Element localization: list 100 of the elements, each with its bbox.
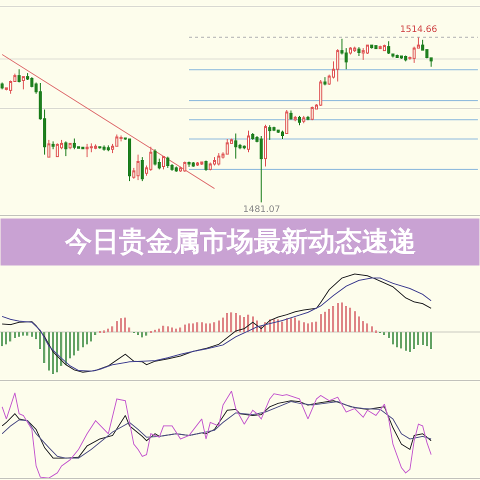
candlestick — [192, 162, 195, 168]
bar — [375, 330, 377, 333]
bar — [311, 322, 313, 332]
bar — [22, 332, 24, 336]
bar — [307, 323, 309, 332]
candlestick — [196, 162, 200, 166]
bar — [9, 332, 12, 342]
bar — [239, 315, 241, 332]
bar — [235, 312, 237, 332]
candlestick — [404, 54, 408, 62]
candlestick — [102, 144, 106, 152]
candlestick — [52, 140, 55, 150]
candlestick — [226, 138, 229, 156]
bar — [332, 306, 334, 332]
bar — [69, 332, 71, 358]
bar — [328, 308, 330, 332]
bar — [324, 312, 326, 332]
bar — [171, 327, 173, 332]
bar — [405, 332, 407, 351]
candlestick — [47, 139, 50, 158]
bar — [273, 319, 275, 332]
bar — [141, 332, 143, 338]
candlestick — [336, 48, 340, 82]
candlestick — [128, 138, 132, 182]
bar — [349, 308, 352, 332]
bar — [286, 318, 288, 332]
bar — [422, 332, 424, 345]
candlestick — [289, 110, 293, 120]
bar — [73, 332, 75, 356]
bar — [184, 324, 186, 332]
candlestick — [251, 132, 254, 140]
bar — [14, 332, 16, 338]
candlestick — [353, 46, 356, 53]
candlestick — [22, 76, 25, 90]
bar — [52, 332, 54, 374]
bar — [26, 332, 28, 336]
bar — [18, 332, 20, 337]
bar — [86, 332, 88, 344]
bar — [82, 332, 84, 348]
bar — [362, 321, 364, 332]
bar — [315, 322, 318, 332]
bar — [56, 332, 58, 372]
bar — [392, 332, 394, 344]
candlestick — [154, 148, 157, 166]
bar — [1, 332, 3, 346]
candlestick — [391, 53, 394, 58]
candlestick — [187, 161, 191, 168]
bar — [366, 323, 368, 332]
candlestick — [242, 144, 246, 150]
candlestick — [106, 144, 110, 152]
candlestick — [56, 142, 59, 158]
candlestick — [136, 154, 140, 181]
bar — [209, 323, 211, 332]
candlestick — [246, 130, 250, 153]
bar — [137, 332, 139, 336]
candlestick — [18, 68, 21, 83]
candlestick — [86, 143, 89, 158]
bar — [226, 312, 228, 332]
bar — [294, 318, 296, 332]
candlestick — [72, 138, 76, 150]
candlestick — [217, 152, 220, 166]
bar — [281, 322, 284, 332]
bar — [201, 322, 203, 332]
candlestick — [319, 80, 322, 107]
candlestick — [140, 156, 144, 182]
bar — [35, 332, 37, 340]
bar — [90, 332, 92, 342]
candlestick — [285, 109, 288, 135]
bar — [167, 326, 169, 332]
candlestick — [68, 142, 72, 150]
candlestick — [204, 160, 208, 172]
bar — [341, 302, 343, 332]
bar — [65, 332, 67, 365]
bar — [396, 332, 398, 348]
bar — [320, 314, 322, 332]
bar — [77, 332, 80, 351]
bar — [145, 332, 148, 336]
bar — [192, 323, 194, 332]
candlestick — [396, 54, 399, 58]
bar — [124, 318, 126, 332]
bar — [179, 327, 182, 332]
bar — [39, 332, 41, 350]
candlestick — [357, 46, 360, 56]
candlestick — [370, 44, 374, 50]
candlestick — [298, 115, 302, 126]
annotation: 1481.07 — [243, 205, 280, 215]
bar — [371, 326, 373, 332]
bar — [158, 328, 160, 332]
candlestick — [264, 124, 268, 167]
candlestick — [374, 44, 378, 50]
bar — [162, 326, 164, 332]
bar — [222, 318, 224, 332]
bar — [175, 328, 177, 332]
bar — [218, 320, 220, 332]
bar — [413, 332, 415, 350]
candlestick — [268, 124, 272, 140]
candlestick — [64, 140, 68, 157]
candlestick — [348, 46, 352, 55]
candlestick — [400, 54, 403, 60]
candlestick — [162, 156, 166, 170]
